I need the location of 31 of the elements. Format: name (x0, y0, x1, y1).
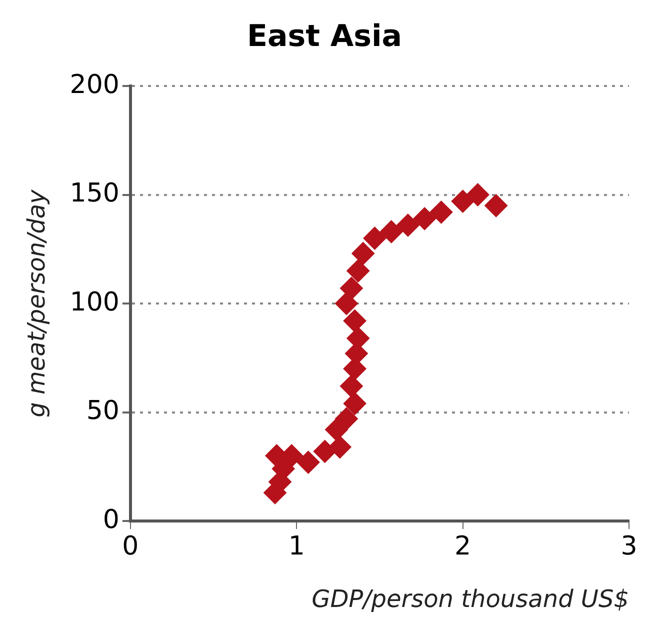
point (484, 194, 508, 218)
y-tick-label: 50 (86, 396, 120, 426)
x-tick-label: 3 (620, 531, 638, 562)
x-axis-title: GDP/person thousand US$ (312, 584, 629, 613)
y-tick-label: 150 (70, 178, 120, 208)
point (334, 292, 358, 315)
chart-title: East Asia (247, 18, 402, 54)
point (396, 214, 420, 237)
x-tick-label: 1 (288, 531, 305, 562)
point (413, 207, 436, 230)
point (346, 259, 370, 282)
point (340, 276, 363, 300)
point (430, 200, 453, 224)
point (343, 392, 366, 416)
x-tick-label: 0 (122, 531, 139, 562)
y-tick-label: 200 (70, 70, 120, 100)
y-tick-label: 100 (70, 287, 120, 318)
point (352, 242, 375, 265)
point (466, 183, 490, 206)
y-axis-title: g meat/person/day (22, 188, 51, 418)
point (363, 226, 386, 250)
point (451, 190, 474, 213)
point (334, 407, 358, 430)
point (313, 440, 336, 463)
x-tick-label: 2 (454, 531, 472, 562)
y-tick-label: 0 (102, 504, 120, 535)
point (340, 374, 363, 398)
point (296, 450, 320, 474)
point (380, 220, 403, 244)
point (328, 436, 352, 459)
point (343, 309, 366, 332)
